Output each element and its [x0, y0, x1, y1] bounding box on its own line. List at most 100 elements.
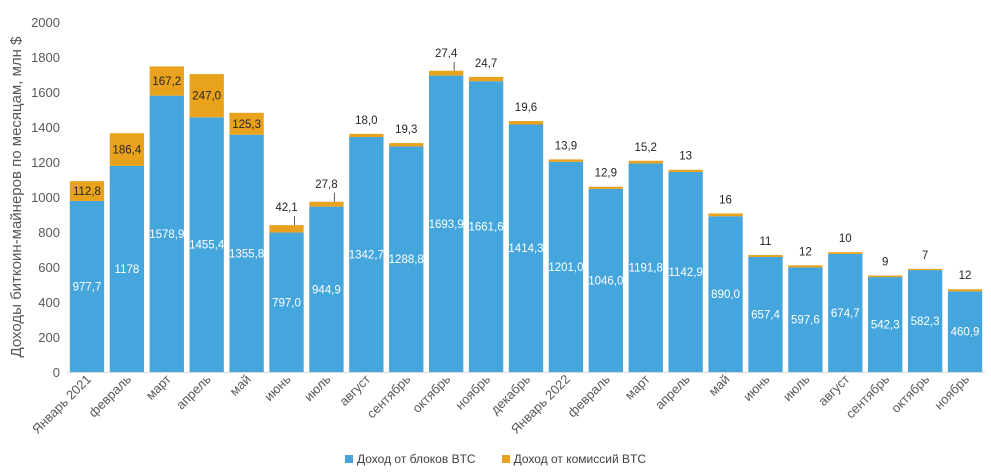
- bar-fees: [828, 252, 863, 254]
- bar-fees: [309, 201, 344, 207]
- y-axis-title-text: Доходы биткоин-майнеров по месяцам, млн …: [8, 36, 25, 358]
- x-tick-label: сентябрь: [843, 371, 893, 421]
- bar-blocks: [69, 200, 105, 372]
- bar-fees: [588, 186, 623, 189]
- y-tick-label: 1600: [31, 85, 60, 100]
- legend-swatch-fees: [501, 455, 510, 463]
- data-label-blocks: 597,6: [791, 315, 820, 327]
- x-tick-label: февраль: [85, 371, 134, 420]
- data-label-blocks: 1178: [115, 264, 140, 276]
- data-label-blocks: 542,3: [871, 320, 900, 332]
- x-tick-label: ноябрь: [931, 371, 972, 412]
- legend-label-blocks: Доход от блоков BTC: [357, 452, 476, 466]
- bar-fees: [868, 275, 903, 278]
- bar-fees: [668, 169, 703, 172]
- data-label-blocks: 1693,9: [429, 219, 464, 231]
- data-label-blocks: 1342,7: [349, 250, 384, 262]
- bar-blocks: [429, 75, 464, 372]
- x-tick-label: октябрь: [409, 371, 453, 415]
- y-tick-label: 1400: [31, 120, 60, 135]
- data-label-fees: 42,1: [275, 202, 297, 214]
- bar-fees: [189, 74, 224, 118]
- bar-blocks: [229, 134, 264, 372]
- data-label-fees: 167,2: [152, 76, 181, 88]
- data-label-blocks: 797,0: [272, 297, 301, 309]
- bars: [69, 66, 983, 373]
- data-label-blocks: 977,7: [73, 281, 102, 293]
- bar-fees: [349, 133, 384, 138]
- bar-blocks: [668, 171, 703, 372]
- bar-fees: [149, 66, 184, 96]
- data-label-blocks: 460,9: [951, 327, 980, 339]
- x-tick-label: март: [143, 371, 174, 402]
- y-tick-label: 800: [38, 225, 60, 240]
- x-tick-label: май: [227, 372, 254, 399]
- data-label-fees: 16: [719, 194, 732, 206]
- x-tick-label: март: [622, 371, 653, 402]
- bar-fees: [229, 112, 264, 135]
- data-label-fees: 12,9: [595, 168, 617, 180]
- x-tick-label: июль: [301, 371, 334, 404]
- bar-blocks: [189, 117, 224, 373]
- x-tick-label: апрель: [173, 371, 214, 412]
- data-label-fees: 19,3: [395, 124, 417, 136]
- x-tick-label: июнь: [740, 371, 773, 404]
- data-label-fees: 24,7: [475, 58, 497, 70]
- data-label-fees: 10: [839, 233, 852, 245]
- data-label-blocks: 1288,8: [389, 254, 424, 266]
- bar-blocks: [588, 188, 623, 372]
- data-label-fees: 125,3: [232, 119, 261, 131]
- data-label-blocks: 1201,0: [548, 262, 583, 274]
- data-label-fees: 27,8: [315, 179, 337, 191]
- bar-fees: [907, 268, 943, 271]
- bar-blocks: [708, 216, 743, 372]
- data-label-blocks: 1414,3: [508, 243, 543, 255]
- data-label-blocks: 944,9: [312, 284, 341, 296]
- legend: Доход от блоков BTC Доход от комиссий BT…: [0, 452, 991, 466]
- bar-blocks: [828, 253, 863, 372]
- data-label-blocks: 1578,9: [149, 229, 184, 241]
- bar-blocks: [389, 146, 424, 372]
- data-label-blocks: 582,3: [911, 316, 940, 328]
- bar-blocks: [269, 232, 304, 372]
- legend-swatch-blocks: [345, 455, 353, 463]
- bar-blocks: [907, 270, 943, 372]
- bar-blocks: [508, 124, 544, 372]
- y-axis-ticks: 0 200 400 600 800 1000 1200 1400 1600 1800 2000: [31, 15, 60, 380]
- bar-blocks: [748, 256, 783, 372]
- data-label-blocks: 890,0: [711, 289, 740, 301]
- y-tick-label: 600: [38, 260, 60, 275]
- data-label-blocks: 1355,8: [229, 248, 264, 260]
- data-label-fees: 9: [882, 257, 888, 269]
- y-tick-label: 200: [38, 330, 60, 345]
- bar-blocks: [628, 163, 663, 372]
- y-tick-label: 1000: [31, 190, 60, 205]
- x-tick-label: Январь 2021: [29, 372, 94, 437]
- x-tick-label: август: [815, 371, 852, 408]
- bar-blocks: [548, 161, 584, 372]
- bar-fees: [708, 213, 743, 217]
- bar-fees: [548, 159, 584, 162]
- bar-fees: [389, 143, 424, 147]
- data-label-fees: 186,4: [112, 145, 141, 157]
- y-tick-label: 2000: [31, 15, 60, 30]
- data-label-fees: 12: [799, 246, 812, 258]
- y-tick-label: 1800: [31, 50, 60, 65]
- data-label-fees: 27,4: [435, 48, 458, 60]
- data-label-blocks: 657,4: [751, 309, 780, 321]
- bar-blocks: [947, 291, 983, 372]
- bar-blocks: [149, 95, 184, 372]
- data-label-fees: 11: [760, 236, 772, 248]
- data-label-fees: 15,2: [635, 142, 657, 154]
- data-label-blocks: 1142,9: [668, 267, 702, 279]
- x-tick-label: сентябрь: [364, 371, 414, 421]
- data-label-fees: 247,0: [192, 91, 221, 103]
- bar-blocks: [309, 206, 344, 372]
- bar-blocks: [868, 277, 903, 372]
- y-tick-label: 1200: [31, 155, 60, 170]
- y-axis-title: Доходы биткоин-майнеров по месяцам, млн …: [8, 36, 25, 358]
- x-tick-label: октябрь: [888, 371, 932, 415]
- data-label-blocks: 674,7: [831, 308, 860, 320]
